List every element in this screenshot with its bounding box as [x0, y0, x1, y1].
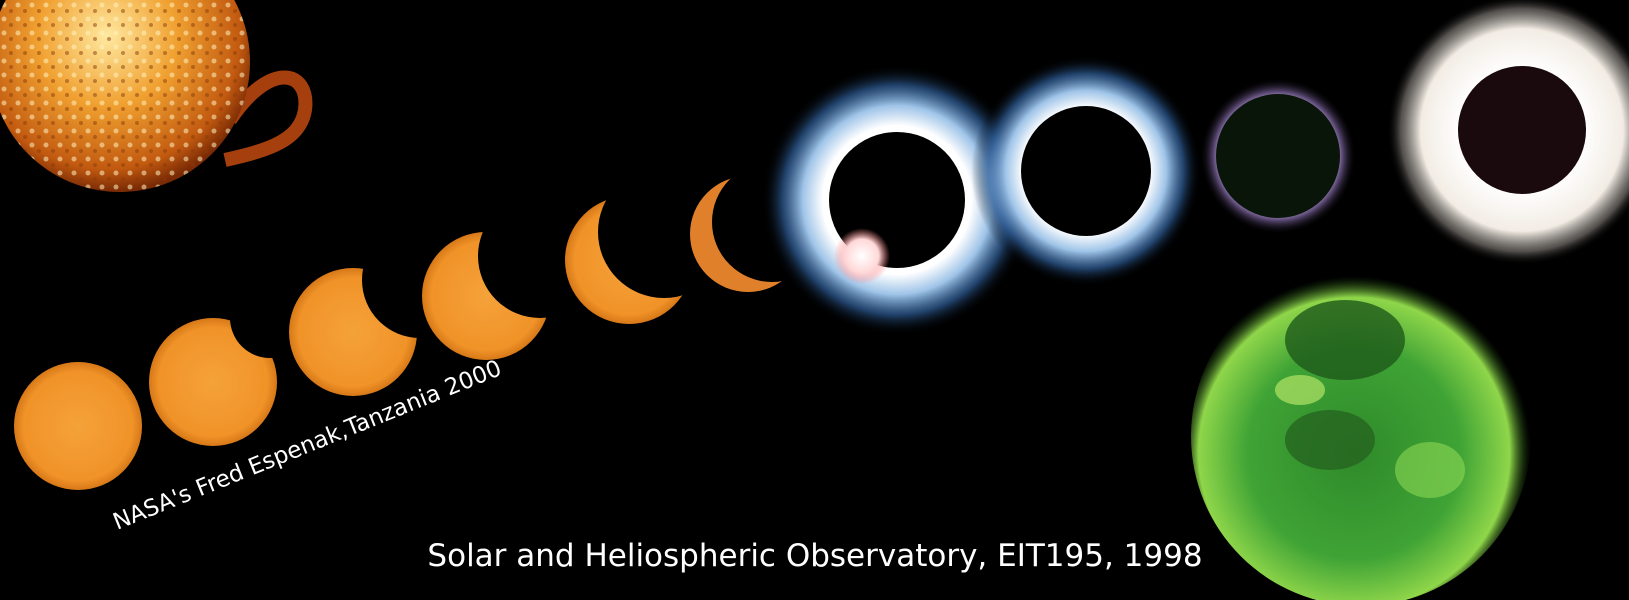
page: NASA's Fred Espenak,Tanzania 2000 Solar … [0, 0, 1629, 600]
eit195-sun [1191, 266, 1531, 600]
eclipse-montage: NASA's Fred Espenak,Tanzania 2000 Solar … [0, 0, 1629, 600]
observatory-caption: Solar and Heliospheric Observatory, EIT1… [427, 538, 1202, 574]
